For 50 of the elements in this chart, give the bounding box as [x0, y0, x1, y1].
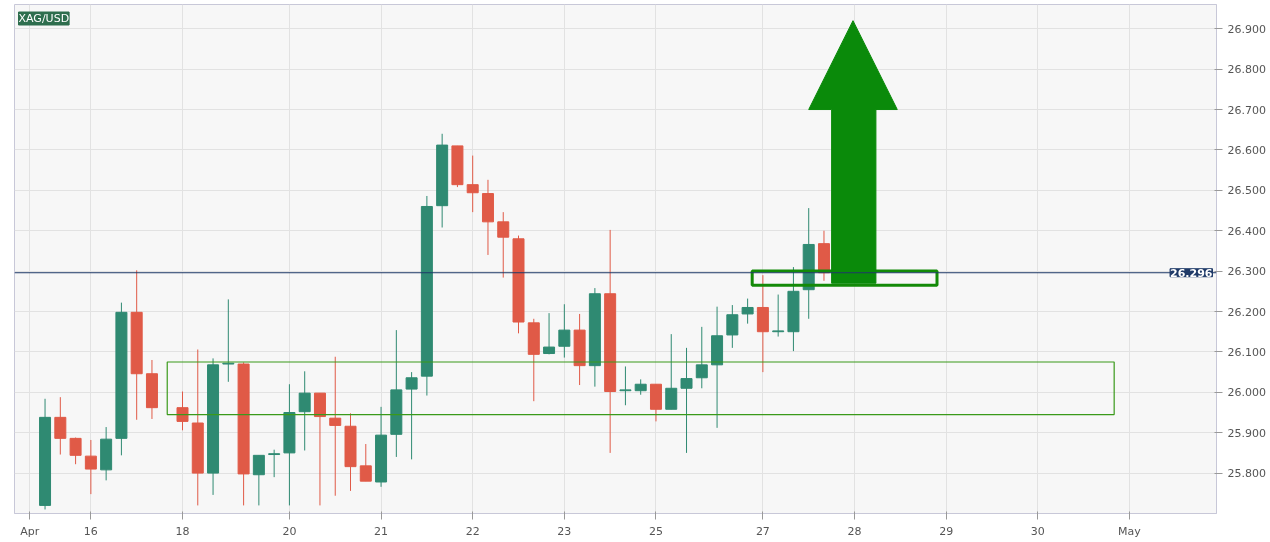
y-tick-label: 26.200: [1227, 305, 1266, 319]
candlestick: [252, 454, 265, 506]
candlestick: [298, 370, 311, 451]
x-tick-label: 27: [755, 524, 770, 538]
candlestick: [268, 449, 281, 478]
candlestick: [313, 392, 326, 506]
y-tick-label: 25.900: [1227, 426, 1266, 440]
candlestick: [680, 347, 693, 454]
candlestick: [741, 298, 754, 325]
candlestick: [405, 371, 418, 460]
y-tick-label: 26.800: [1227, 63, 1266, 77]
y-tick-label: 26.300: [1227, 265, 1266, 279]
y-tick-label: 26.500: [1227, 184, 1266, 198]
candlestick: [772, 294, 785, 338]
x-tick-label: 23: [557, 524, 572, 538]
x-tick-label: 16: [83, 524, 98, 538]
y-tick-label: 26.100: [1227, 345, 1266, 359]
x-tick-label: 18: [175, 524, 190, 538]
candlestick: [69, 437, 82, 465]
candlestick: [543, 312, 556, 355]
candlestick: [176, 391, 189, 431]
y-tick-label: 25.800: [1227, 467, 1266, 481]
candlestick: [497, 211, 510, 279]
x-tick-label: 30: [1030, 524, 1045, 538]
candlestick: [558, 303, 571, 359]
candlestick: [54, 396, 67, 456]
x-tick-label: 20: [282, 524, 297, 538]
candlestick: [222, 298, 235, 383]
candlestick: [695, 326, 708, 389]
y-tick-label: 26.700: [1227, 103, 1266, 117]
x-tick-label: 29: [939, 524, 954, 538]
x-tick-label: 22: [465, 524, 480, 538]
candlestick: [84, 439, 97, 495]
x-tick-label: 21: [374, 524, 389, 538]
candlestick: [665, 333, 678, 410]
x-tick-label: 25: [648, 524, 663, 538]
text: XAG/USD: [18, 12, 70, 25]
y-tick-label: 26.900: [1227, 22, 1266, 36]
x-tick-label: 28: [847, 524, 862, 538]
candlestick: [329, 356, 342, 497]
y-tick-label: 26.600: [1227, 143, 1266, 157]
candlestick: [466, 155, 479, 213]
candlestick: [619, 365, 632, 406]
y-tick-label: 26.000: [1227, 386, 1266, 400]
candlestick: [359, 443, 372, 482]
x-tick-label: May: [1118, 524, 1142, 538]
ref-line-label: 26.296: [1170, 266, 1213, 280]
x-tick-label: Apr: [20, 524, 40, 538]
y-tick-label: 26.400: [1227, 224, 1266, 238]
candlestick: [726, 304, 739, 349]
